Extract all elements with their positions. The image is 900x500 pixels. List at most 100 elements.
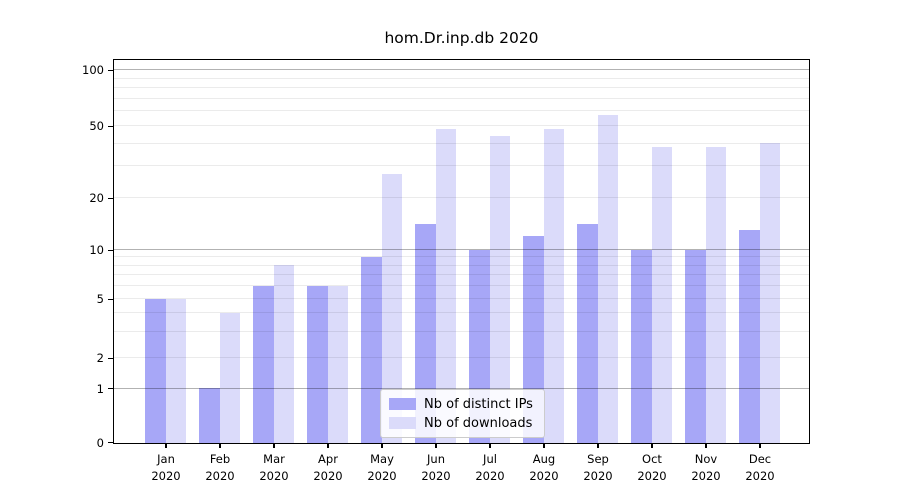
bar-distinct-ips-feb [199, 388, 220, 443]
x-tick-label: Feb 2020 [190, 451, 250, 484]
chart-title: hom.Dr.inp.db 2020 [384, 29, 539, 47]
y-tick-label: 2 [96, 351, 104, 365]
x-tick-label-year: 2020 [367, 468, 397, 483]
x-axis-tick [273, 444, 275, 448]
bar-distinct-ips-sep [577, 224, 598, 443]
x-tick-label: Sep 2020 [568, 451, 628, 484]
x-tick-label-year: 2020 [313, 468, 343, 483]
gridline-major [114, 69, 809, 70]
y-tick-label: 20 [89, 191, 104, 205]
y-axis-tick [108, 125, 113, 127]
x-axis-tick [489, 444, 491, 448]
legend-item-distinct-ips: Nb of distinct IPs [389, 397, 536, 412]
x-tick-label-month: May [370, 452, 394, 466]
x-axis-tick [327, 444, 329, 448]
x-tick-label: Jan 2020 [136, 451, 196, 484]
bar-downloads-feb [219, 312, 240, 443]
gridline-minor [114, 165, 809, 167]
bar-downloads-mar [273, 265, 294, 443]
x-tick-label: Mar 2020 [244, 451, 304, 484]
x-axis-tick [381, 444, 383, 448]
bar-downloads-dec [759, 143, 780, 443]
x-tick-label: Apr 2020 [298, 451, 358, 484]
bar-distinct-ips-dec [739, 229, 760, 443]
gridline-major [114, 387, 809, 389]
x-tick-label-month: Mar [263, 452, 285, 466]
x-tick-label-month: Jan [157, 452, 175, 466]
y-tick-label: 0 [96, 435, 104, 450]
y-tick-label: 5 [96, 292, 104, 306]
legend-swatch-distinct-ips [389, 398, 416, 410]
x-tick-label: Jun 2020 [406, 451, 466, 484]
bar-downloads-may [381, 173, 402, 443]
bar-downloads-aug [543, 128, 564, 443]
x-axis-tick [759, 444, 761, 448]
x-tick-label-month: Apr [318, 452, 338, 466]
x-tick-label-year: 2020 [691, 468, 721, 483]
bar-downloads-jun [435, 128, 456, 443]
y-tick-label: 10 [89, 243, 104, 257]
legend-label-downloads: Nb of downloads [424, 415, 533, 431]
gridline-minor [114, 197, 809, 198]
gridline-minor [114, 264, 809, 266]
gridline-minor [114, 357, 809, 358]
y-tick-label: 50 [89, 119, 104, 133]
x-tick-label-month: Nov [694, 452, 718, 466]
bar-downloads-apr [327, 285, 348, 443]
x-tick-label-year: 2020 [529, 468, 559, 483]
gridline-minor [114, 312, 809, 314]
gridline-minor [114, 87, 809, 89]
x-axis-tick [219, 444, 221, 448]
bar-distinct-ips-jan [145, 298, 166, 443]
x-tick-label: May 2020 [352, 451, 412, 484]
bar-distinct-ips-nov [685, 249, 706, 443]
x-tick-label-month: Jul [483, 452, 497, 466]
x-tick-label-year: 2020 [205, 468, 235, 483]
y-axis-tick [108, 357, 113, 359]
x-tick-label-month: Jun [427, 452, 445, 466]
y-axis-tick [108, 197, 113, 199]
gridline-major [114, 249, 809, 250]
bar-downloads-sep [597, 114, 618, 443]
gridline-minor [114, 142, 809, 144]
x-tick-label-year: 2020 [421, 468, 451, 483]
x-axis-tick [165, 444, 167, 448]
legend-item-downloads: Nb of downloads [389, 416, 536, 431]
x-tick-label: Dec 2020 [730, 451, 790, 484]
x-tick-label-year: 2020 [583, 468, 613, 483]
legend-label-distinct-ips: Nb of distinct IPs [424, 396, 533, 412]
y-tick-label: 1 [96, 381, 104, 396]
legend: Nb of distinct IPs Nb of downloads [380, 389, 545, 438]
bar-distinct-ips-mar [253, 285, 274, 443]
x-tick-label-month: Dec [748, 452, 772, 466]
x-tick-label: Jul 2020 [460, 451, 520, 484]
bar-downloads-jul [489, 135, 510, 443]
x-tick-label-year: 2020 [637, 468, 667, 483]
y-tick-label: 100 [82, 63, 104, 77]
x-axis-tick [705, 444, 707, 448]
bar-distinct-ips-apr [307, 285, 328, 443]
x-tick-label-month: Sep [587, 452, 609, 466]
bar-distinct-ips-jun [415, 224, 436, 443]
x-axis-tick [543, 444, 545, 448]
bar-downloads-oct [651, 147, 672, 443]
x-tick-label-year: 2020 [151, 468, 181, 483]
x-tick-label-year: 2020 [745, 468, 775, 483]
plot-area [113, 59, 810, 444]
y-axis-tick [108, 388, 113, 390]
x-tick-label: Aug 2020 [514, 451, 574, 484]
x-tick-label-month: Oct [642, 452, 662, 466]
legend-swatch-downloads [389, 417, 416, 429]
gridline-minor [114, 110, 809, 112]
x-axis-tick [597, 444, 599, 448]
bar-downloads-nov [705, 147, 726, 443]
x-tick-label-month: Feb [209, 452, 231, 466]
gridline-minor [114, 285, 809, 287]
bar-distinct-ips-may [361, 256, 382, 443]
x-axis-tick [435, 444, 437, 448]
x-tick-label-month: Aug [532, 452, 556, 466]
gridline-minor [114, 274, 809, 276]
bar-distinct-ips-oct [631, 249, 652, 443]
x-axis-tick [651, 444, 653, 448]
